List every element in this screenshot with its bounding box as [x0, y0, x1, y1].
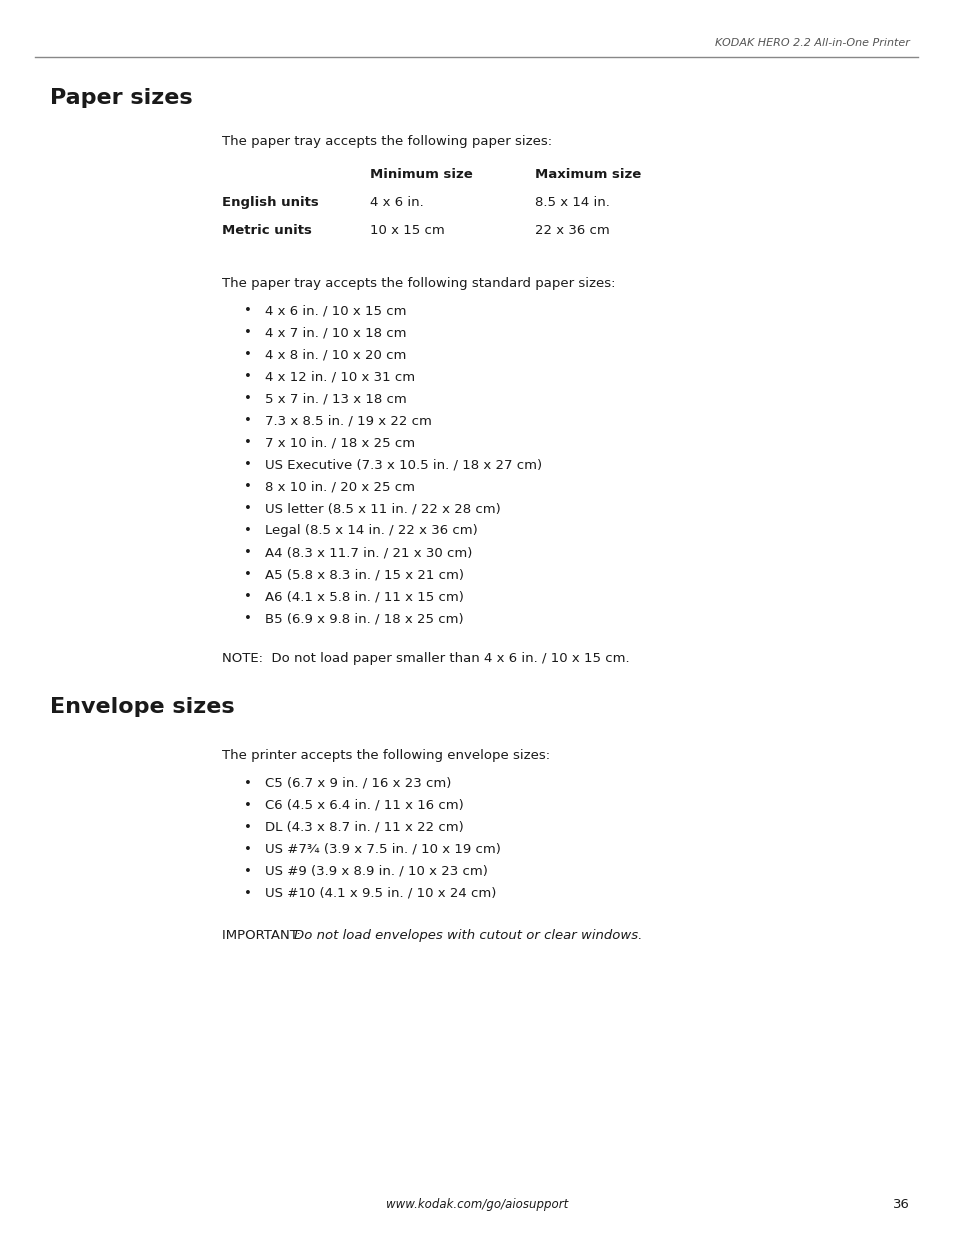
- Text: •: •: [244, 568, 252, 580]
- Text: 36: 36: [892, 1198, 909, 1212]
- Text: www.kodak.com/go/aiosupport: www.kodak.com/go/aiosupport: [385, 1198, 568, 1212]
- Text: 7 x 10 in. / 18 x 25 cm: 7 x 10 in. / 18 x 25 cm: [265, 436, 415, 450]
- Text: C5 (6.7 x 9 in. / 16 x 23 cm): C5 (6.7 x 9 in. / 16 x 23 cm): [265, 777, 451, 790]
- Text: •: •: [244, 799, 252, 811]
- Text: •: •: [244, 777, 252, 790]
- Text: 7.3 x 8.5 in. / 19 x 22 cm: 7.3 x 8.5 in. / 19 x 22 cm: [265, 414, 432, 427]
- Text: US #10 (4.1 x 9.5 in. / 10 x 24 cm): US #10 (4.1 x 9.5 in. / 10 x 24 cm): [265, 887, 496, 900]
- Text: B5 (6.9 x 9.8 in. / 18 x 25 cm): B5 (6.9 x 9.8 in. / 18 x 25 cm): [265, 613, 463, 625]
- Text: English units: English units: [222, 196, 318, 209]
- Text: 5 x 7 in. / 13 x 18 cm: 5 x 7 in. / 13 x 18 cm: [265, 391, 406, 405]
- Text: 22 x 36 cm: 22 x 36 cm: [535, 224, 609, 237]
- Text: Do not load envelopes with cutout or clear windows.: Do not load envelopes with cutout or cle…: [294, 929, 641, 942]
- Text: •: •: [244, 436, 252, 450]
- Text: C6 (4.5 x 6.4 in. / 11 x 16 cm): C6 (4.5 x 6.4 in. / 11 x 16 cm): [265, 799, 463, 811]
- Text: •: •: [244, 414, 252, 427]
- Text: 4 x 7 in. / 10 x 18 cm: 4 x 7 in. / 10 x 18 cm: [265, 326, 406, 338]
- Text: US #9 (3.9 x 8.9 in. / 10 x 23 cm): US #9 (3.9 x 8.9 in. / 10 x 23 cm): [265, 864, 487, 878]
- Text: •: •: [244, 821, 252, 834]
- Text: Metric units: Metric units: [222, 224, 312, 237]
- Text: •: •: [244, 613, 252, 625]
- Text: 8 x 10 in. / 20 x 25 cm: 8 x 10 in. / 20 x 25 cm: [265, 480, 415, 493]
- Text: The printer accepts the following envelope sizes:: The printer accepts the following envelo…: [222, 748, 550, 762]
- Text: A4 (8.3 x 11.7 in. / 21 x 30 cm): A4 (8.3 x 11.7 in. / 21 x 30 cm): [265, 546, 472, 559]
- Text: NOTE:  Do not load paper smaller than 4 x 6 in. / 10 x 15 cm.: NOTE: Do not load paper smaller than 4 x…: [222, 652, 629, 664]
- Text: •: •: [244, 458, 252, 471]
- Text: Paper sizes: Paper sizes: [50, 88, 193, 107]
- Text: US letter (8.5 x 11 in. / 22 x 28 cm): US letter (8.5 x 11 in. / 22 x 28 cm): [265, 501, 500, 515]
- Text: •: •: [244, 887, 252, 900]
- Text: •: •: [244, 524, 252, 537]
- Text: •: •: [244, 546, 252, 559]
- Text: •: •: [244, 391, 252, 405]
- Text: DL (4.3 x 8.7 in. / 11 x 22 cm): DL (4.3 x 8.7 in. / 11 x 22 cm): [265, 821, 463, 834]
- Text: 8.5 x 14 in.: 8.5 x 14 in.: [535, 196, 609, 209]
- Text: The paper tray accepts the following paper sizes:: The paper tray accepts the following pap…: [222, 135, 552, 148]
- Text: •: •: [244, 370, 252, 383]
- Text: The paper tray accepts the following standard paper sizes:: The paper tray accepts the following sta…: [222, 277, 615, 290]
- Text: •: •: [244, 348, 252, 361]
- Text: Minimum size: Minimum size: [370, 168, 473, 182]
- Text: Envelope sizes: Envelope sizes: [50, 697, 234, 718]
- Text: A5 (5.8 x 8.3 in. / 15 x 21 cm): A5 (5.8 x 8.3 in. / 15 x 21 cm): [265, 568, 463, 580]
- Text: •: •: [244, 480, 252, 493]
- Text: US #7¾ (3.9 x 7.5 in. / 10 x 19 cm): US #7¾ (3.9 x 7.5 in. / 10 x 19 cm): [265, 844, 500, 856]
- Text: US Executive (7.3 x 10.5 in. / 18 x 27 cm): US Executive (7.3 x 10.5 in. / 18 x 27 c…: [265, 458, 541, 471]
- Text: 10 x 15 cm: 10 x 15 cm: [370, 224, 444, 237]
- Text: 4 x 12 in. / 10 x 31 cm: 4 x 12 in. / 10 x 31 cm: [265, 370, 415, 383]
- Text: 4 x 8 in. / 10 x 20 cm: 4 x 8 in. / 10 x 20 cm: [265, 348, 406, 361]
- Text: 4 x 6 in. / 10 x 15 cm: 4 x 6 in. / 10 x 15 cm: [265, 304, 406, 317]
- Text: •: •: [244, 590, 252, 603]
- Text: •: •: [244, 864, 252, 878]
- Text: Maximum size: Maximum size: [535, 168, 640, 182]
- Text: •: •: [244, 304, 252, 317]
- Text: A6 (4.1 x 5.8 in. / 11 x 15 cm): A6 (4.1 x 5.8 in. / 11 x 15 cm): [265, 590, 463, 603]
- Text: •: •: [244, 326, 252, 338]
- Text: IMPORTANT:: IMPORTANT:: [222, 929, 305, 942]
- Text: •: •: [244, 501, 252, 515]
- Text: Legal (8.5 x 14 in. / 22 x 36 cm): Legal (8.5 x 14 in. / 22 x 36 cm): [265, 524, 477, 537]
- Text: 4 x 6 in.: 4 x 6 in.: [370, 196, 423, 209]
- Text: •: •: [244, 844, 252, 856]
- Text: KODAK HERO 2.2 All-in-One Printer: KODAK HERO 2.2 All-in-One Printer: [715, 38, 909, 48]
